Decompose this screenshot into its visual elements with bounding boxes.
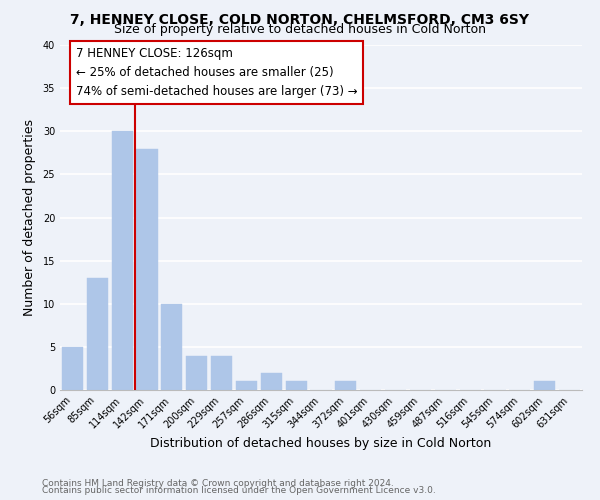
Bar <box>161 304 182 390</box>
X-axis label: Distribution of detached houses by size in Cold Norton: Distribution of detached houses by size … <box>151 437 491 450</box>
Text: Contains public sector information licensed under the Open Government Licence v3: Contains public sector information licen… <box>42 486 436 495</box>
Bar <box>186 356 207 390</box>
Text: Size of property relative to detached houses in Cold Norton: Size of property relative to detached ho… <box>114 22 486 36</box>
Bar <box>261 373 282 390</box>
Bar <box>286 382 307 390</box>
Y-axis label: Number of detached properties: Number of detached properties <box>23 119 35 316</box>
Text: 7 HENNEY CLOSE: 126sqm
← 25% of detached houses are smaller (25)
74% of semi-det: 7 HENNEY CLOSE: 126sqm ← 25% of detached… <box>76 46 357 98</box>
Bar <box>87 278 108 390</box>
Text: Contains HM Land Registry data © Crown copyright and database right 2024.: Contains HM Land Registry data © Crown c… <box>42 478 394 488</box>
Bar <box>211 356 232 390</box>
Bar <box>534 382 555 390</box>
Bar <box>112 131 133 390</box>
Bar <box>62 347 83 390</box>
Bar <box>236 382 257 390</box>
Bar <box>335 382 356 390</box>
Bar <box>136 148 158 390</box>
Text: 7, HENNEY CLOSE, COLD NORTON, CHELMSFORD, CM3 6SY: 7, HENNEY CLOSE, COLD NORTON, CHELMSFORD… <box>71 12 530 26</box>
